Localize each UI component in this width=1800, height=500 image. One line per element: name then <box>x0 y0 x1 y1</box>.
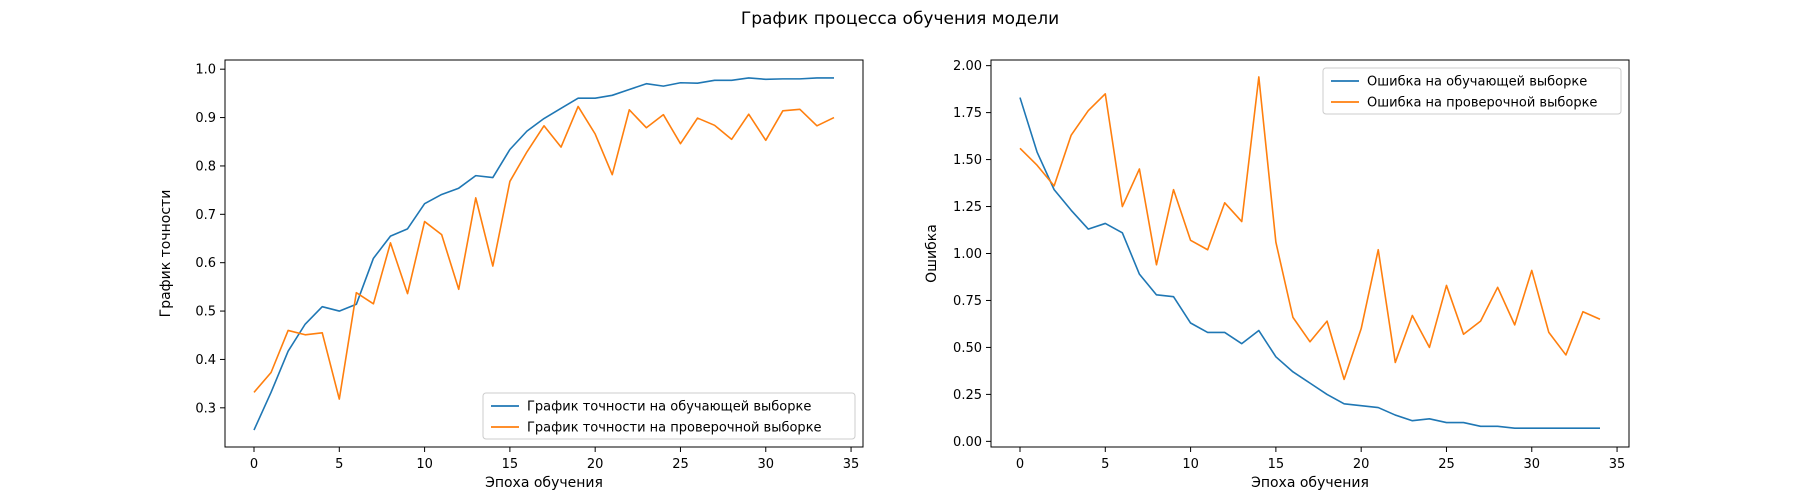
loss-series-line-1 <box>1019 97 1600 430</box>
loss-y-tick-label: 1.25 <box>953 200 982 215</box>
accuracy-series-line-1 <box>253 77 834 431</box>
loss-legend-label-2: Ошибка на проверочной выборке <box>1367 96 1597 111</box>
accuracy-y-tick-label: 0.8 <box>195 159 216 174</box>
accuracy-y-tick-label: 0.6 <box>195 256 216 271</box>
accuracy-y-tick-label: 0.3 <box>195 401 216 416</box>
loss-series-line-2 <box>1019 76 1601 381</box>
loss-y-tick-label: 0.25 <box>953 388 982 403</box>
accuracy-legend-label-1: График точности на обучающей выборке <box>527 400 811 415</box>
loss-x-tick-label: 35 <box>1609 457 1626 472</box>
accuracy-x-tick-label: 5 <box>335 457 343 472</box>
accuracy-series-line-2 <box>253 105 835 400</box>
loss-x-tick-label: 15 <box>1268 457 1285 472</box>
loss-x-tick-label: 10 <box>1182 457 1199 472</box>
loss-y-tick-label: 1.50 <box>953 153 982 168</box>
accuracy-x-tick-label: 20 <box>587 457 604 472</box>
loss-x-tick-label: 5 <box>1101 457 1109 472</box>
loss-legend-box <box>1322 67 1622 115</box>
loss-y-tick-label: 1.00 <box>953 247 982 262</box>
accuracy-x-tick-label: 10 <box>416 457 433 472</box>
accuracy-legend-label-2: График точности на проверочной выборке <box>527 421 822 436</box>
loss-x-tick-label: 30 <box>1523 457 1540 472</box>
loss-x-tick-label: 0 <box>1016 457 1024 472</box>
loss-y-tick-label: 0.00 <box>953 435 982 450</box>
loss-y-axis-label: Ошибка <box>924 224 940 283</box>
loss-x-tick-label: 25 <box>1438 457 1455 472</box>
accuracy-x-axis-label: Эпоха обучения <box>485 475 603 491</box>
accuracy-legend: График точности на обучающей выборке Граф… <box>482 392 856 440</box>
loss-chart: 0 5 10 15 20 25 30 35 0.00 0.25 0.50 0.75 1.00 1.25 1.… <box>924 59 1630 491</box>
loss-y-tick-label: 2.00 <box>953 59 982 74</box>
accuracy-x-tick-label: 35 <box>843 457 860 472</box>
accuracy-x-tick-label: 15 <box>502 457 519 472</box>
accuracy-legend-box <box>482 392 856 440</box>
accuracy-y-tick-label: 0.5 <box>195 305 216 320</box>
accuracy-x-tick-label: 30 <box>757 457 774 472</box>
loss-legend-label-1: Ошибка на обучающей выборке <box>1367 75 1587 90</box>
loss-x-tick-label: 20 <box>1353 457 1370 472</box>
accuracy-y-tick-label: 1.0 <box>195 63 216 78</box>
loss-y-tick-label: 0.50 <box>953 341 982 356</box>
accuracy-axes-frame <box>224 59 864 448</box>
accuracy-chart: 0 5 10 15 20 25 30 35 0.3 0.4 0.5 0.6 0.7 0.8 0.9 1.0 Эп… <box>158 59 864 491</box>
loss-legend: Ошибка на обучающей выборке Ошибка на про… <box>1322 67 1622 115</box>
accuracy-x-tick-label: 25 <box>672 457 689 472</box>
loss-y-tick-label: 0.75 <box>953 294 982 309</box>
accuracy-y-tick-label: 0.9 <box>195 111 216 126</box>
accuracy-x-tick-label: 0 <box>250 457 258 472</box>
accuracy-y-tick-label: 0.4 <box>195 353 216 368</box>
loss-y-tick-label: 1.75 <box>953 106 982 121</box>
accuracy-y-tick-label: 0.7 <box>195 208 216 223</box>
loss-x-axis-label: Эпоха обучения <box>1251 475 1369 491</box>
figure-suptitle: График процесса обучения модели <box>741 9 1059 29</box>
accuracy-y-axis-label: График точности <box>158 190 174 318</box>
